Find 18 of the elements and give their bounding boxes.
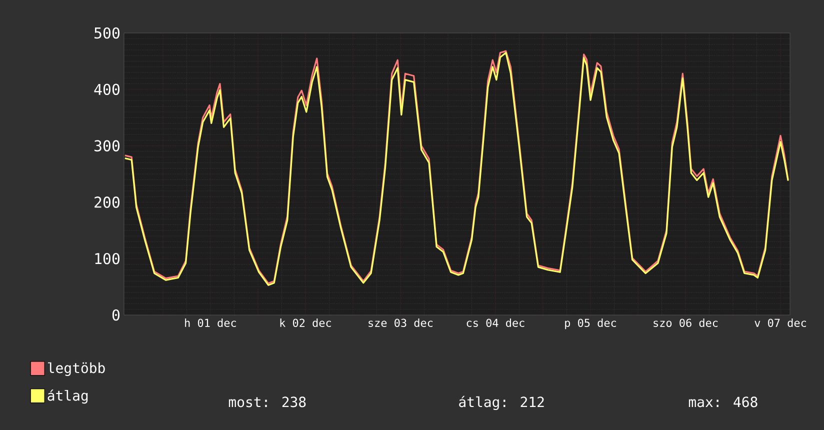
x-tick-label: cs 04 dec	[466, 318, 524, 327]
y-tick-label: 200	[94, 196, 120, 208]
x-tick-label: sze 03 dec	[368, 318, 433, 327]
x-tick-label: k 02 dec	[280, 318, 331, 327]
x-tick-label: h 01 dec	[185, 318, 236, 327]
y-tick-label: 100	[95, 252, 120, 264]
text: max: 468	[688, 396, 758, 408]
text: átlag: 212	[459, 396, 544, 410]
y-tick-label: 300	[94, 140, 120, 152]
x-tick-label: p 05 dec	[565, 318, 616, 330]
y-tick-label: 0	[112, 309, 120, 321]
y-tick-label: 500	[94, 27, 120, 39]
x-tick-label: szo 06 dec	[654, 318, 718, 327]
text: most: 238	[228, 396, 306, 408]
legend-label: legtöbb	[48, 362, 105, 376]
y-tick-label: 400	[94, 84, 120, 96]
x-tick-label: v 07 dec	[754, 318, 806, 327]
legend-label: átlag	[48, 389, 88, 404]
